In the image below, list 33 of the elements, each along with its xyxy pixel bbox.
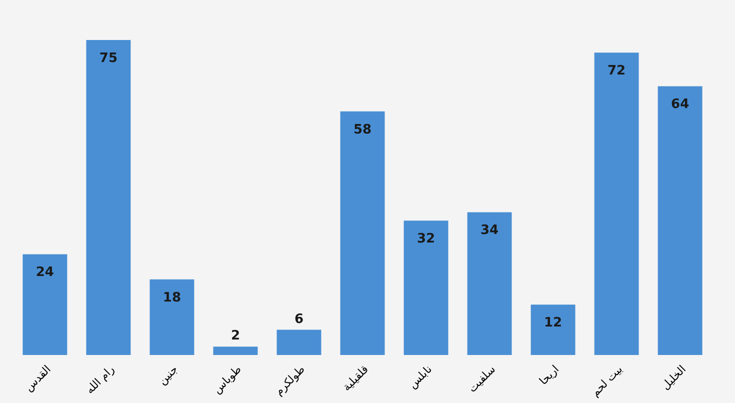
bar <box>594 52 639 355</box>
bar <box>276 330 322 355</box>
x-tick-label: سلفيت <box>466 362 498 395</box>
bar <box>22 254 68 355</box>
bar <box>658 86 702 355</box>
x-tick-label: بيت لحم <box>588 362 626 400</box>
bar <box>404 220 448 355</box>
x-tick-label: طوباس <box>210 362 244 396</box>
data-label: 24 <box>36 265 54 280</box>
bar <box>86 40 131 355</box>
bar <box>467 212 512 355</box>
x-tick-label: طولكرم <box>272 362 308 398</box>
data-label: 64 <box>671 97 690 112</box>
data-label: 75 <box>99 51 118 66</box>
data-label: 72 <box>608 64 626 79</box>
data-label: 18 <box>162 290 182 306</box>
x-tick-label: جنين <box>156 362 180 388</box>
x-tick-label: رام الله <box>83 362 117 396</box>
x-tick-label: اريحا <box>536 362 562 388</box>
x-tick-label: الخليل <box>658 362 689 392</box>
bar <box>530 304 576 355</box>
x-tick-label: نابلس <box>406 362 434 392</box>
data-label: 12 <box>544 316 562 331</box>
bar <box>340 111 385 355</box>
bar <box>213 346 258 355</box>
x-tick-label: القدس <box>22 362 54 394</box>
data-label: 58 <box>353 122 372 138</box>
bar <box>150 279 194 355</box>
data-label: 34 <box>480 223 499 238</box>
data-label: 32 <box>416 232 436 247</box>
data-label: 2 <box>230 328 240 344</box>
data-label: 6 <box>294 312 304 327</box>
x-tick-label: قلقيلية <box>340 362 371 394</box>
